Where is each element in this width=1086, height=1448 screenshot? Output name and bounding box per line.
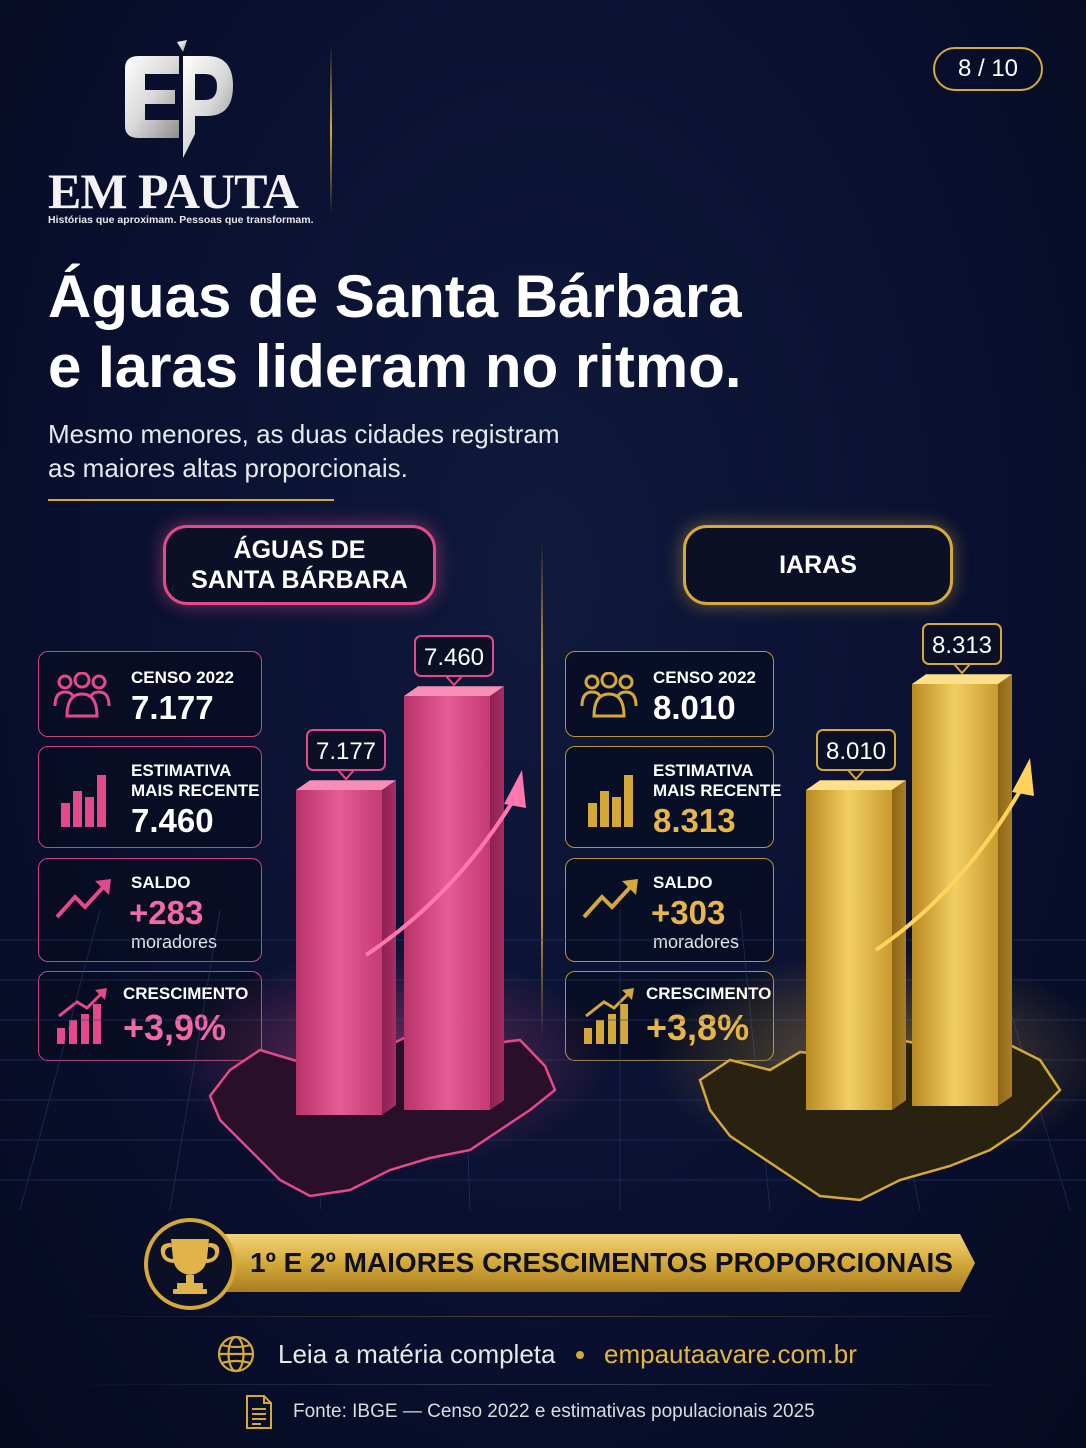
data-label-1-1: 8.313 [922, 623, 1002, 675]
source-text: Fonte: IBGE — Censo 2022 e estimativas p… [293, 1401, 815, 1422]
censo-label: CENSO 2022 [131, 668, 234, 687]
document-icon [246, 1395, 272, 1429]
subheadline: Mesmo menores, as duas cidades registram… [48, 417, 668, 485]
bar-side [998, 674, 1012, 1106]
card-saldo-iaras: SALDO +303 moradores [565, 858, 774, 962]
city-name-line-1: IARAS [779, 550, 857, 579]
city-pill-aguas-de-santa-barbara: ÁGUAS DE SANTA BÁRBARA [163, 525, 436, 605]
card-censo-iaras: CENSO 2022 8.010 [565, 651, 774, 737]
censo-label: CENSO 2022 [653, 668, 756, 687]
estimate-value: 8.313 [653, 802, 736, 839]
saldo-label: SALDO [131, 873, 191, 892]
city-name-line-1: ÁGUAS DE [233, 536, 366, 564]
estimate-label-line-1: ESTIMATIVA [131, 761, 232, 780]
bar-0-1 [404, 686, 504, 1110]
data-label-text: 7.177 [316, 738, 376, 765]
card-censo-aguas: CENSO 2022 7.177 [38, 651, 262, 737]
separator-dot [576, 1351, 584, 1359]
data-label-text: 8.313 [932, 632, 992, 659]
bar-side [892, 780, 906, 1110]
subheadline-line-1: Mesmo menores, as duas cidades registram [48, 419, 560, 449]
trophy-icon [144, 1218, 236, 1310]
headline: Águas de Santa Bárbara e Iaras lideram n… [48, 262, 868, 402]
globe-icon [217, 1335, 255, 1373]
headline-line-2: e Iaras lideram no ritmo. [48, 333, 742, 400]
bar-chart-icon [588, 775, 633, 827]
bar-front [404, 696, 490, 1110]
estimate-value: 7.460 [131, 802, 214, 839]
subheadline-line-2: as maiores altas proporcionais. [48, 453, 408, 483]
data-label-0-1: 7.460 [414, 635, 494, 687]
bar-top [806, 780, 906, 790]
bar-front [912, 684, 998, 1106]
ranking-banner-text: 1º E 2º MAIORES CRESCIMENTOS PROPORCIONA… [250, 1247, 953, 1278]
data-label-text: 7.460 [424, 644, 484, 671]
bars-layer: 7.177 7.460 8.010 8.313 [296, 623, 1034, 1115]
read-more-text: Leia a matéria completa [278, 1339, 556, 1369]
bar-chart-scene: 7.177 7.460 8.010 8.313 [0, 623, 1086, 1210]
center-divider [541, 540, 543, 1040]
saldo-label: SALDO [653, 873, 713, 892]
city-name-line-2: SANTA BÁRBARA [191, 566, 408, 594]
site-link[interactable]: empautaavare.com.br [604, 1339, 857, 1369]
growth-chart-icon [57, 988, 107, 1044]
censo-value: 7.177 [131, 689, 214, 726]
bar-side [490, 686, 504, 1110]
bar-side [382, 780, 396, 1115]
trend-up-icon [55, 879, 111, 919]
ranking-banner [220, 1234, 975, 1292]
data-label-text: 8.010 [826, 738, 886, 765]
brand-name: EM PAUTA [48, 163, 299, 219]
card-estimate-aguas: ESTIMATIVA MAIS RECENTE 7.460 [38, 746, 262, 848]
footer-divider-bottom [50, 1384, 1036, 1385]
bar-0-0 [296, 780, 396, 1115]
headline-underline [48, 499, 334, 501]
saldo-value: +283 [129, 894, 204, 931]
data-label-1-0: 8.010 [816, 729, 896, 781]
saldo-unit: moradores [653, 932, 740, 952]
data-label-0-0: 7.177 [306, 729, 386, 781]
headline-line-1: Águas de Santa Bárbara [48, 263, 742, 330]
footer-divider-top [50, 1316, 1036, 1317]
trend-arrow-head [504, 770, 526, 808]
brand-tagline: Histórias que aproximam. Pessoas que tra… [48, 214, 314, 226]
bar-top [912, 674, 1012, 684]
trend-arrow-head [1012, 758, 1034, 796]
bar-1-1 [912, 674, 1012, 1106]
censo-value: 8.010 [653, 689, 736, 726]
estimate-label: ESTIMATIVA MAIS RECENTE [653, 761, 781, 801]
bar-chart-icon [61, 775, 106, 827]
estimate-label-line-2: MAIS RECENTE [653, 781, 782, 800]
people-icon [580, 672, 638, 718]
trend-up-icon [582, 879, 638, 919]
brand-logo-icon [125, 40, 233, 158]
card-estimate-iaras: ESTIMATIVA MAIS RECENTE 8.313 [565, 746, 781, 848]
data-label-pointer [951, 663, 973, 675]
header-divider [330, 45, 332, 215]
city-pill-iaras: IARAS [683, 525, 953, 605]
trend-arrow [874, 783, 1026, 952]
saldo-unit: moradores [131, 932, 218, 952]
saldo-value: +303 [651, 894, 726, 931]
people-icon [53, 672, 111, 718]
data-label-pointer [845, 769, 867, 781]
bar-1-0 [806, 780, 906, 1110]
data-label-pointer [335, 769, 357, 781]
data-label-pointer [443, 675, 465, 687]
bar-top [296, 780, 396, 790]
estimate-label-line-1: ESTIMATIVA [653, 761, 754, 780]
bar-top [404, 686, 504, 696]
trend-arrow [364, 794, 518, 957]
estimate-label: ESTIMATIVA MAIS RECENTE [131, 761, 259, 801]
page-indicator: 8 / 10 [933, 47, 1043, 91]
estimate-label-line-2: MAIS RECENTE [131, 781, 260, 800]
card-saldo-aguas: SALDO +283 moradores [38, 858, 262, 962]
